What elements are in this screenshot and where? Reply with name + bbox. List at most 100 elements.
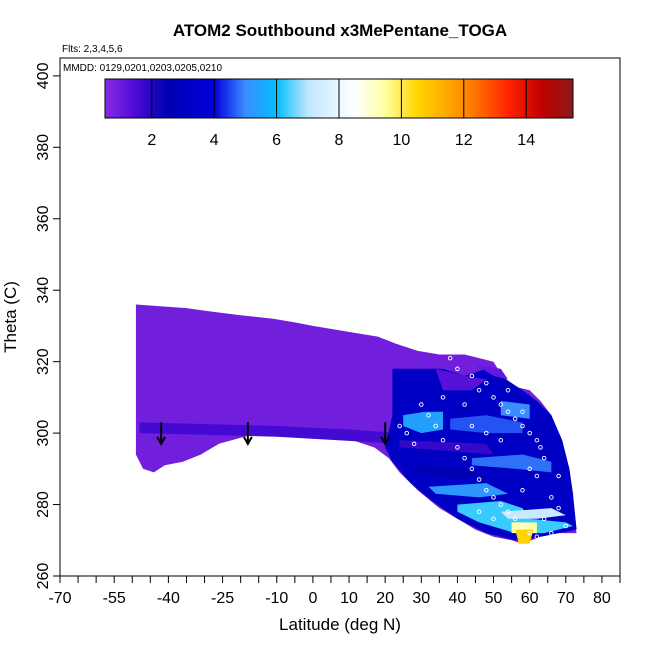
y-tick-label: 400 [35, 62, 52, 89]
field-patch [403, 411, 443, 434]
observation-point [556, 473, 561, 479]
y-tick-label: 260 [35, 563, 52, 590]
observation-point [433, 423, 438, 429]
observation-point [411, 441, 417, 447]
data-field [135, 304, 577, 544]
x-tick-label: -40 [157, 590, 180, 607]
observation-point [538, 445, 543, 450]
colorbar-tick-label: 8 [335, 132, 344, 149]
flights-label: Flts: 2,3,4,5,6 [62, 44, 123, 55]
observation-point [476, 477, 482, 482]
observation-point [498, 502, 504, 507]
observation-point [476, 387, 482, 393]
field-patch [435, 368, 487, 391]
dates-label: MMDD: 0129,0201,0203,0205,0210 [63, 63, 222, 74]
observation-point [440, 395, 446, 400]
x-tick-label: 10 [340, 590, 358, 607]
x-tick-label: 70 [557, 590, 575, 607]
colorbar-tick-label: 4 [210, 132, 219, 149]
observation-point [541, 516, 547, 522]
y-tick-label: 360 [35, 205, 52, 232]
observation-point [512, 416, 518, 422]
observation-point [469, 423, 475, 429]
observation-point [534, 534, 540, 539]
observation-point [520, 409, 525, 414]
field-patch [450, 415, 523, 434]
field-patch [399, 440, 494, 455]
plot-frame [59, 57, 621, 577]
observation-point [549, 495, 554, 500]
observation-point [447, 355, 453, 361]
observation-point [498, 437, 504, 443]
observation-point [541, 455, 547, 461]
observation-point [462, 455, 467, 461]
colorbar-tick-label: 10 [393, 132, 411, 149]
x-tick-label: 40 [449, 590, 467, 607]
observation-point [476, 509, 482, 514]
field-patch [515, 529, 534, 544]
x-tick-label: 0 [308, 590, 317, 607]
x-tick-label: -10 [265, 590, 288, 607]
field-patch [406, 465, 487, 480]
observation-point [397, 423, 402, 429]
y-axis: 260 280 300 320 340 360 380 400 [35, 62, 60, 589]
observation-point [484, 380, 489, 386]
flight-arrow [156, 422, 167, 446]
y-tick-label: 300 [35, 420, 52, 447]
observation-points [397, 355, 569, 539]
observation-point [520, 523, 525, 529]
observation-point [505, 387, 511, 393]
observation-point [484, 430, 489, 436]
observation-point [549, 530, 554, 536]
observation-point [520, 423, 525, 429]
observation-point [563, 523, 569, 529]
observation-point [462, 402, 467, 407]
observation-point [484, 488, 489, 493]
observation-point [426, 412, 431, 418]
observation-point [505, 409, 511, 414]
colorbar-tick-label: 14 [517, 132, 535, 149]
observation-point [534, 473, 540, 479]
x-tick-label: -25 [211, 590, 234, 607]
observation-point [512, 516, 518, 522]
observation-point [527, 466, 532, 472]
field-patch [139, 422, 400, 444]
x-tick-label: 80 [593, 590, 611, 607]
flight-arrow [243, 422, 253, 446]
x-tick-label: 60 [521, 590, 539, 607]
x-tick-label: 30 [412, 590, 430, 607]
y-axis-label: Theta (C) [1, 281, 20, 353]
field-patch [475, 365, 508, 380]
colorbar-tick-label: 2 [147, 132, 156, 149]
observation-point [556, 505, 561, 511]
observation-point [440, 437, 446, 443]
x-tick-label: 20 [376, 590, 394, 607]
x-axis-label: Latitude (deg N) [279, 615, 401, 634]
colorbar: 2 4 6 8 10 12 14 [104, 78, 574, 149]
observation-point [491, 516, 496, 522]
flight-arrow [380, 422, 391, 446]
observation-point [520, 488, 525, 493]
colorbar-tick-label: 6 [272, 132, 281, 149]
observation-point [527, 430, 532, 436]
field-patch [500, 508, 566, 519]
observation-point [455, 445, 460, 450]
flight-arrows [156, 422, 391, 446]
observation-point [505, 509, 511, 514]
observation-point [491, 395, 496, 400]
y-tick-label: 320 [35, 348, 52, 375]
x-axis: -70 -55 -40 -25 -10 0 10 20 30 40 50 60 70 80 [48, 576, 621, 607]
y-tick-label: 380 [35, 134, 52, 161]
y-tick-label: 280 [35, 491, 52, 518]
observation-point [455, 366, 460, 372]
observation-point [404, 430, 410, 436]
observation-point [498, 402, 504, 407]
x-tick-label: -70 [48, 590, 71, 607]
observation-point [491, 495, 496, 500]
colorbar-tick-label: 12 [455, 132, 473, 149]
chart-title: ATOM2 Southbound x3MePentane_TOGA [173, 21, 507, 40]
field-patch [500, 401, 530, 419]
observation-point [527, 530, 532, 536]
x-tick-label: -55 [103, 590, 126, 607]
